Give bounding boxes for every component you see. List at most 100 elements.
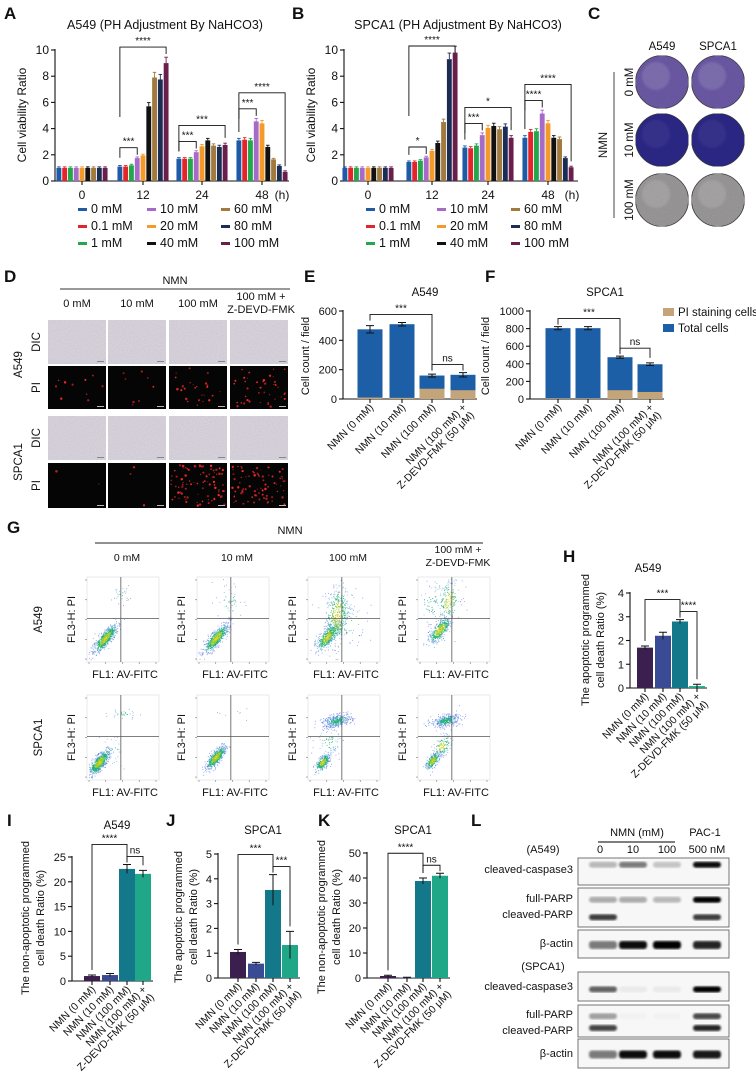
event (94, 650, 96, 652)
event (428, 645, 430, 647)
event (342, 625, 344, 627)
legend-item: 60 mM (221, 202, 272, 216)
event (211, 639, 213, 640)
legend-swatch (437, 242, 446, 245)
event (338, 624, 340, 626)
event (314, 643, 316, 645)
significance-bracket (119, 147, 138, 158)
event (318, 650, 320, 652)
plot-frame (196, 576, 270, 663)
event (445, 627, 446, 629)
event (108, 634, 110, 636)
event (456, 599, 457, 601)
event (323, 632, 325, 634)
event (113, 635, 115, 637)
event (219, 628, 221, 630)
event (221, 747, 223, 749)
event (439, 622, 441, 624)
x-axis-label: FL1: AV-FITC (423, 669, 489, 681)
event (99, 767, 101, 769)
event (228, 629, 230, 630)
pi-positive-cell (216, 473, 218, 475)
event (432, 642, 434, 644)
bar-pi-staining-cells (357, 397, 383, 399)
event (105, 644, 107, 645)
panel-label-h: H (563, 547, 575, 566)
bar-0-1-mm-48h (242, 139, 248, 181)
event (104, 645, 106, 647)
event (102, 645, 104, 647)
event (222, 635, 224, 636)
event (214, 750, 215, 752)
event (205, 764, 206, 766)
event (223, 622, 224, 623)
event (427, 605, 429, 607)
event (223, 746, 224, 748)
event (94, 764, 96, 765)
event (325, 641, 327, 642)
significance-bracket (464, 106, 512, 140)
event (325, 643, 327, 645)
event (103, 647, 104, 648)
event (215, 645, 216, 646)
event (92, 771, 94, 773)
event (94, 650, 95, 652)
event (331, 629, 333, 631)
event (102, 647, 104, 649)
event (94, 768, 96, 770)
event (342, 609, 344, 611)
bar-100-mm-12h (163, 63, 169, 181)
event (212, 632, 214, 634)
event (437, 632, 439, 634)
bar-1-mm-0h (354, 167, 359, 181)
event (211, 642, 213, 644)
event (447, 599, 449, 601)
event (338, 590, 340, 592)
event (94, 764, 96, 766)
event (434, 627, 436, 628)
event (100, 642, 102, 644)
event (227, 627, 229, 629)
event (336, 606, 337, 608)
event (321, 640, 323, 641)
event (109, 631, 111, 633)
event (219, 632, 221, 633)
event (339, 612, 340, 614)
event (436, 636, 438, 638)
event (346, 632, 348, 633)
event (104, 646, 106, 648)
event (206, 769, 208, 771)
event (213, 754, 215, 756)
event (105, 635, 107, 636)
pi-positive-cell (180, 492, 183, 495)
pi-positive-cell (278, 470, 281, 473)
event (331, 627, 333, 629)
event (106, 632, 108, 634)
event (101, 638, 103, 639)
event (444, 592, 446, 594)
event (93, 652, 95, 653)
event (102, 765, 104, 767)
event (124, 712, 126, 713)
bar-0-mm-48h (236, 140, 242, 181)
event (329, 636, 330, 638)
pi-positive-cell (213, 498, 216, 501)
event (204, 644, 206, 645)
event (326, 640, 328, 642)
event (105, 640, 107, 642)
event (213, 639, 215, 640)
pi-positive-cell (212, 469, 215, 472)
event (100, 770, 101, 772)
event (103, 752, 104, 754)
event (99, 638, 101, 640)
legend-label: 10 mM (450, 202, 488, 216)
event (326, 620, 328, 622)
event (104, 761, 106, 763)
event (314, 645, 316, 647)
event (215, 644, 216, 645)
event (448, 589, 450, 590)
event (320, 639, 322, 640)
event (227, 607, 229, 609)
event (96, 764, 98, 766)
